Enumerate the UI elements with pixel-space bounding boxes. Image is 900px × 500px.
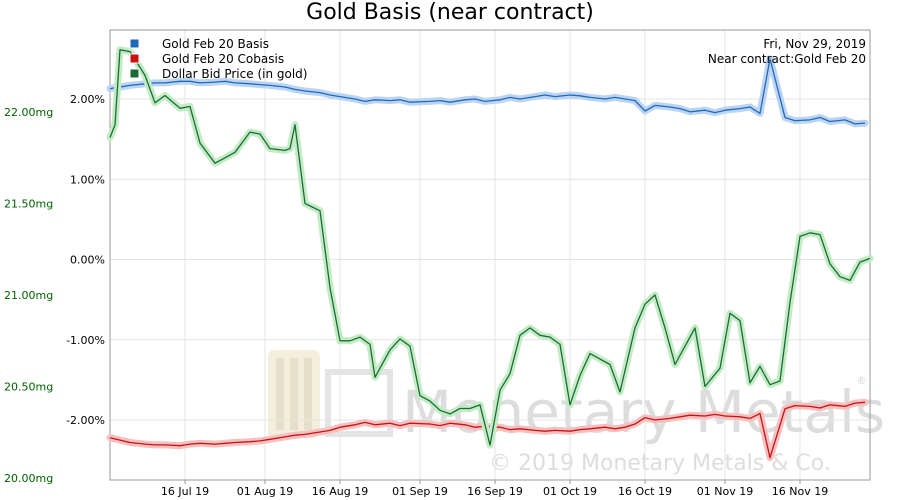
- legend-item: Gold Feb 20 Basis: [129, 37, 269, 51]
- series-line: [109, 58, 866, 125]
- y-axis-right-ticks: 2.00% 1.00% 0.00% -1.00% -2.00%: [66, 93, 105, 427]
- y-left-tick-label: 22.00mg: [4, 106, 53, 119]
- watermark-copyright: © 2019 Monetary Metals & Co.: [489, 451, 831, 476]
- annotation-date: Fri, Nov 29, 2019: [763, 37, 866, 51]
- y-left-tick-label: 20.50mg: [4, 381, 53, 394]
- legend-item: Gold Feb 20 Cobasis: [129, 52, 284, 66]
- legend-label: Gold Feb 20 Cobasis: [162, 52, 284, 66]
- y-right-tick-label: 1.00%: [70, 173, 105, 186]
- y-right-tick-label: 0.00%: [70, 254, 105, 267]
- watermark-registered-mark: ®: [856, 374, 867, 387]
- x-tick-label: 16 Nov 19: [772, 485, 828, 498]
- x-tick-label: 01 Aug 19: [237, 485, 293, 498]
- x-axis-ticks: 16 Jul 19 01 Aug 19 16 Aug 19 01 Sep 19 16 S…: [161, 480, 828, 498]
- series-gold-feb-20-basis: [106, 55, 869, 128]
- y-axis-left-ticks: 22.00mg 21.50mg 21.00mg 20.50mg 20.00mg: [4, 106, 53, 485]
- y-right-tick-label: -2.00%: [66, 414, 105, 427]
- watermark: Monetary Metals ® © 2019 Monetary Metals…: [268, 350, 885, 476]
- legend-swatch: [129, 38, 140, 49]
- y-left-tick-label: 21.50mg: [4, 198, 53, 211]
- watermark-brand-text: Monetary Metals: [402, 378, 885, 446]
- legend-label: Gold Feb 20 Basis: [162, 37, 269, 51]
- annotation-contract: Near contract:Gold Feb 20: [708, 52, 866, 66]
- series-dollar-bid-price-in-gold: [106, 46, 874, 449]
- x-tick-label: 16 Aug 19: [312, 485, 368, 498]
- legend-label: Dollar Bid Price (in gold): [162, 67, 307, 81]
- series-layer: [106, 46, 874, 462]
- series-line: [109, 49, 871, 446]
- y-right-tick-label: 2.00%: [70, 93, 105, 106]
- legend-swatch: [129, 68, 140, 79]
- x-tick-label: 16 Jul 19: [161, 485, 209, 498]
- x-tick-label: 01 Oct 19: [543, 485, 597, 498]
- x-tick-label: 01 Nov 19: [697, 485, 753, 498]
- y-left-tick-label: 20.00mg: [4, 472, 53, 485]
- legend-swatch: [129, 53, 140, 64]
- y-right-tick-label: -1.00%: [66, 334, 105, 347]
- y-left-tick-label: 21.00mg: [4, 289, 53, 302]
- x-tick-label: 16 Oct 19: [618, 485, 672, 498]
- chart-title: Gold Basis (near contract): [306, 0, 594, 25]
- x-tick-label: 01 Sep 19: [392, 485, 448, 498]
- x-tick-label: 16 Sep 19: [467, 485, 523, 498]
- legend-item: Dollar Bid Price (in gold): [129, 67, 307, 81]
- monetary-metals-logo-icon: [268, 350, 393, 438]
